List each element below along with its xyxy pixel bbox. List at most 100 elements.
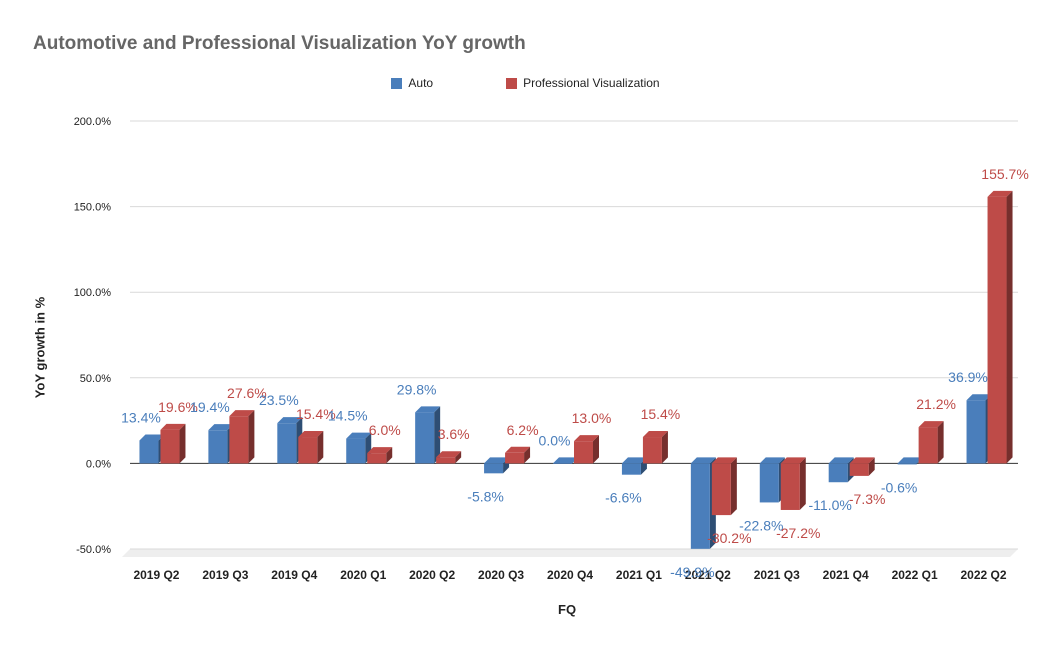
bar-top-professional-visualization — [987, 190, 1013, 197]
data-label-auto: 29.8% — [397, 381, 437, 397]
data-label-auto: -5.8% — [467, 488, 504, 504]
legend-label-professional-visualization: Professional Visualization — [523, 76, 660, 90]
legend-item-auto[interactable]: Auto — [391, 76, 433, 90]
x-tick-label: 2019 Q4 — [271, 568, 317, 582]
data-label-auto: -11.0% — [809, 497, 852, 513]
legend-label-auto: Auto — [408, 76, 434, 90]
bar-auto — [484, 463, 504, 474]
data-label-auto: 23.5% — [259, 392, 299, 408]
bar-top-professional-visualization — [367, 447, 393, 454]
y-tick-label: 200.0% — [74, 116, 112, 128]
bar-top-auto — [897, 457, 923, 464]
x-tick-label: 2020 Q4 — [547, 568, 593, 582]
bar-auto — [828, 463, 848, 483]
bar-top-professional-visualization — [229, 410, 255, 417]
bar-professional-visualization — [780, 463, 800, 510]
bar-top-professional-visualization — [918, 421, 944, 428]
bar-professional-visualization — [436, 457, 456, 464]
bar-professional-visualization — [505, 452, 525, 464]
bar-side-professional-visualization — [386, 447, 393, 464]
bar-side-professional-visualization — [455, 451, 462, 464]
y-tick-label: 150.0% — [74, 202, 112, 214]
bar-top-professional-visualization — [505, 446, 531, 453]
data-label-professional-visualization: 21.2% — [916, 396, 956, 412]
bar-top-professional-visualization — [642, 431, 668, 438]
chart-floor — [122, 549, 1018, 557]
data-label-professional-visualization: -27.2% — [776, 525, 820, 541]
bar-top-professional-visualization — [160, 423, 186, 430]
bar-top-auto — [966, 394, 992, 401]
bar-professional-visualization — [711, 463, 731, 516]
data-label-professional-visualization: 15.4% — [641, 406, 681, 422]
bar-top-professional-visualization — [849, 457, 875, 464]
data-label-professional-visualization: -30.2% — [707, 530, 751, 546]
bar-top-professional-visualization — [574, 435, 599, 442]
data-label-auto: 36.9% — [948, 369, 988, 385]
x-tick-label: 2022 Q2 — [961, 568, 1007, 582]
data-label-professional-visualization: 6.0% — [369, 422, 401, 438]
y-tick-label: 100.0% — [74, 287, 112, 299]
bar-top-auto — [553, 457, 578, 464]
legend-swatch-auto — [391, 77, 403, 89]
bar-top-auto — [621, 457, 647, 464]
bar-auto — [690, 463, 710, 549]
data-label-auto: 19.4% — [190, 399, 230, 415]
data-label-professional-visualization: 155.7% — [981, 166, 1028, 182]
data-label-professional-visualization: 6.2% — [507, 422, 539, 438]
bar-professional-visualization — [229, 416, 249, 464]
x-tick-label: 2020 Q2 — [409, 568, 455, 582]
x-tick-label: 2021 Q4 — [823, 568, 869, 582]
bar-side-professional-visualization — [179, 423, 186, 464]
bar-top-auto — [415, 406, 441, 413]
bar-top-auto — [690, 457, 716, 464]
bar-top-auto — [828, 457, 854, 464]
data-label-auto: 14.5% — [328, 408, 368, 424]
bar-side-professional-visualization — [524, 446, 531, 464]
data-label-professional-visualization: 27.6% — [227, 385, 267, 401]
data-label-auto: 0.0% — [539, 432, 571, 448]
data-label-professional-visualization: 15.4% — [296, 406, 336, 422]
bar-auto — [208, 430, 228, 464]
data-label-auto: -6.6% — [605, 490, 642, 506]
bar-professional-visualization — [160, 429, 180, 464]
data-label-professional-visualization: -7.3% — [849, 491, 886, 507]
bar-auto — [553, 463, 572, 464]
x-tick-label: 2021 Q3 — [754, 568, 800, 582]
x-tick-label: 2019 Q3 — [202, 568, 248, 582]
chart-title: Automotive and Professional Visualizatio… — [33, 33, 526, 54]
bar-top-professional-visualization — [298, 431, 324, 438]
bar-auto — [415, 412, 435, 464]
bar-top-auto — [484, 457, 510, 464]
bar-side-professional-visualization — [317, 431, 324, 464]
bar-top-professional-visualization — [711, 457, 737, 464]
x-tick-label: 2019 Q2 — [133, 568, 179, 582]
legend-swatch-professional-visualization — [506, 77, 518, 89]
x-tick-label: 2020 Q1 — [340, 568, 386, 582]
data-label-auto: -22.8% — [739, 517, 783, 533]
bar-professional-visualization — [642, 437, 662, 464]
x-tick-label: 2022 Q1 — [892, 568, 938, 582]
bar-top-auto — [208, 424, 234, 431]
y-tick-label: -50.0% — [76, 544, 111, 556]
bar-side-professional-visualization — [937, 421, 944, 464]
legend: Auto Professional Visualization — [0, 76, 1051, 90]
bar-side-professional-visualization — [248, 410, 255, 464]
bar-side-professional-visualization — [1006, 190, 1013, 464]
bar-side-professional-visualization — [868, 457, 875, 476]
bar-auto — [277, 423, 297, 464]
data-label-professional-visualization: 3.6% — [438, 426, 470, 442]
bar-side-professional-visualization — [799, 457, 806, 510]
bar-side-professional-visualization — [661, 431, 668, 464]
bar-auto — [139, 440, 159, 464]
bar-professional-visualization — [849, 463, 869, 476]
bar-top-professional-visualization — [436, 451, 462, 458]
bar-professional-visualization — [298, 437, 318, 464]
x-axis-label: FQ — [558, 602, 577, 617]
legend-item-professional-visualization[interactable]: Professional Visualization — [451, 76, 660, 90]
bar-professional-visualization — [987, 196, 1007, 464]
bar-top-auto — [277, 417, 303, 424]
data-label-auto: 13.4% — [121, 409, 161, 425]
x-tick-label: 2021 Q2 — [685, 568, 731, 582]
bar-side-professional-visualization — [593, 435, 599, 464]
data-label-professional-visualization: 19.6% — [158, 399, 198, 415]
